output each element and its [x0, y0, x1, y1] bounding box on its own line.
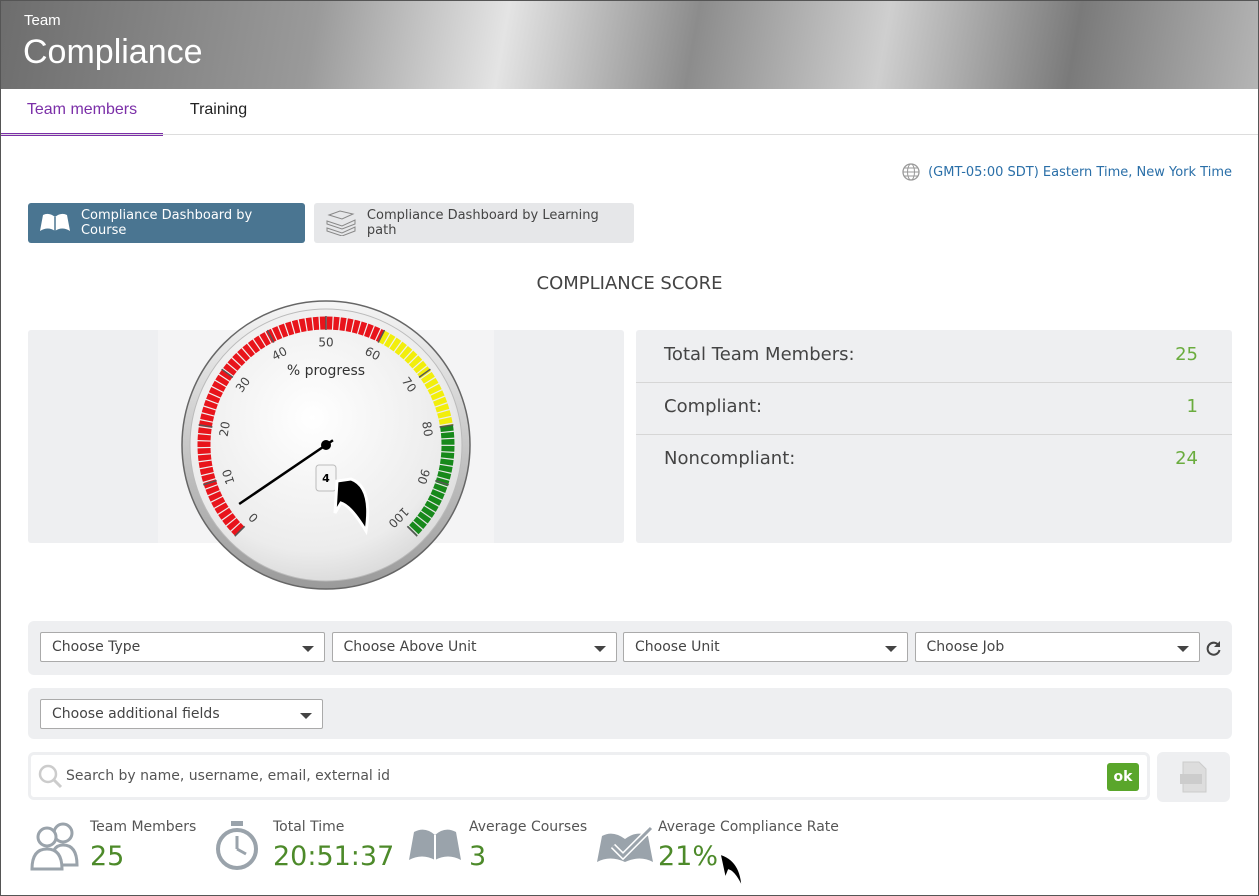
summary-value: 25: [1175, 344, 1198, 365]
stat-label: Average Courses: [469, 819, 588, 835]
team-icon: [30, 822, 79, 871]
timezone[interactable]: (GMT-05:00 SDT) Eastern Time, New York T…: [902, 163, 1232, 181]
summary-panel: Total Team Members: 25 Compliant: 1 Noncompl…: [636, 330, 1232, 543]
header: Team Compliance: [1, 1, 1258, 89]
button-text: Compliance Dashboard by Course: [80, 208, 253, 238]
export-button[interactable]: [1157, 752, 1230, 802]
gauge-tick-label: 40: [269, 344, 289, 363]
book-icon: [409, 829, 461, 860]
annotation-arrow: [333, 477, 370, 536]
summary-value: 24: [1175, 448, 1198, 469]
summary-row: Noncompliant: 24: [636, 434, 1232, 486]
gauge-tick: [234, 525, 246, 537]
gauge-tick-label: 10: [219, 467, 237, 486]
ok-button[interactable]: ok: [1107, 763, 1139, 791]
annotation-arrow: [717, 850, 745, 892]
select[interactable]: Choose Unit: [623, 632, 908, 662]
books-icon: [326, 210, 356, 236]
gauge-tick-label: 20: [217, 420, 233, 437]
gauge-tick: [266, 329, 275, 343]
export-icon: [1180, 761, 1207, 793]
search-icon: [38, 764, 63, 789]
additional-bar: Choose additional fields: [28, 688, 1232, 739]
timezone-text: (GMT-05:00 SDT) Eastern Time, New York T…: [928, 164, 1232, 180]
select[interactable]: Choose Type: [40, 632, 325, 662]
header-subtitle: Team: [24, 12, 61, 29]
stat-value: 3: [469, 841, 487, 872]
stat-label: Team Members: [90, 819, 197, 835]
summary-label: Noncompliant:: [664, 448, 796, 469]
summary-label: Total Team Members:: [664, 344, 855, 365]
select[interactable]: Choose additional fields: [40, 699, 323, 729]
stat-value: 20:51:37: [273, 841, 395, 872]
select[interactable]: Choose Above Unit: [331, 632, 617, 662]
gauge-tick: [435, 479, 449, 486]
divider: [1, 134, 1258, 135]
compliance-icon: [597, 826, 654, 862]
dashboard-button[interactable]: Compliance Dashboard by Learning path: [314, 203, 634, 243]
summary-value: 1: [1186, 396, 1198, 417]
gauge-tick-label: 60: [363, 344, 383, 363]
summary-row: Total Team Members: 25: [636, 330, 1232, 383]
refresh-icon[interactable]: [1206, 640, 1222, 656]
header-title: Compliance: [23, 33, 203, 71]
gauge-tick: [439, 424, 454, 428]
section-title: COMPLIANCE SCORE: [536, 273, 723, 294]
gauge-tick: [418, 368, 431, 379]
gauge-tick: [406, 525, 418, 537]
gauge-value-box: [315, 464, 337, 492]
gauge-label: % progress: [287, 363, 365, 379]
filter-bar: Choose Type Choose Above Unit Choose Unit C…: [28, 621, 1232, 675]
stat-label: Average Compliance Rate: [658, 819, 839, 835]
gauge-tick: [221, 368, 234, 379]
globe-icon: [902, 163, 920, 181]
stat-label: Total Time: [273, 819, 345, 835]
tab[interactable]: Training: [189, 101, 248, 118]
book-icon: [40, 213, 70, 231]
summary-label: Compliant:: [664, 396, 763, 417]
gauge-tick: [377, 329, 386, 343]
search-box[interactable]: Search by name, username, email, externa…: [28, 752, 1150, 800]
button-text: Compliance Dashboard by Learning path: [366, 208, 599, 238]
gauge-tick-label: 50: [318, 336, 333, 350]
stat-value: 21%: [658, 841, 719, 872]
gauge-hub: [321, 440, 331, 450]
gauge-tick: [203, 479, 217, 486]
dashboard-button[interactable]: Compliance Dashboard by Course: [28, 203, 305, 243]
stat-value: 25: [90, 841, 125, 872]
gauge-tick: [198, 424, 213, 428]
timer-icon: [216, 821, 258, 870]
gauge-needle: [238, 439, 334, 506]
search-placeholder: Search by name, username, email, externa…: [66, 768, 391, 784]
summary-row: Compliant: 1: [636, 382, 1232, 435]
gauge-tick-label: 80: [419, 420, 435, 437]
gauge-value: 4: [322, 472, 330, 485]
tab[interactable]: Team members: [1, 89, 163, 136]
select[interactable]: Choose Job: [914, 632, 1200, 662]
gauge-tick-label: 90: [414, 467, 432, 486]
